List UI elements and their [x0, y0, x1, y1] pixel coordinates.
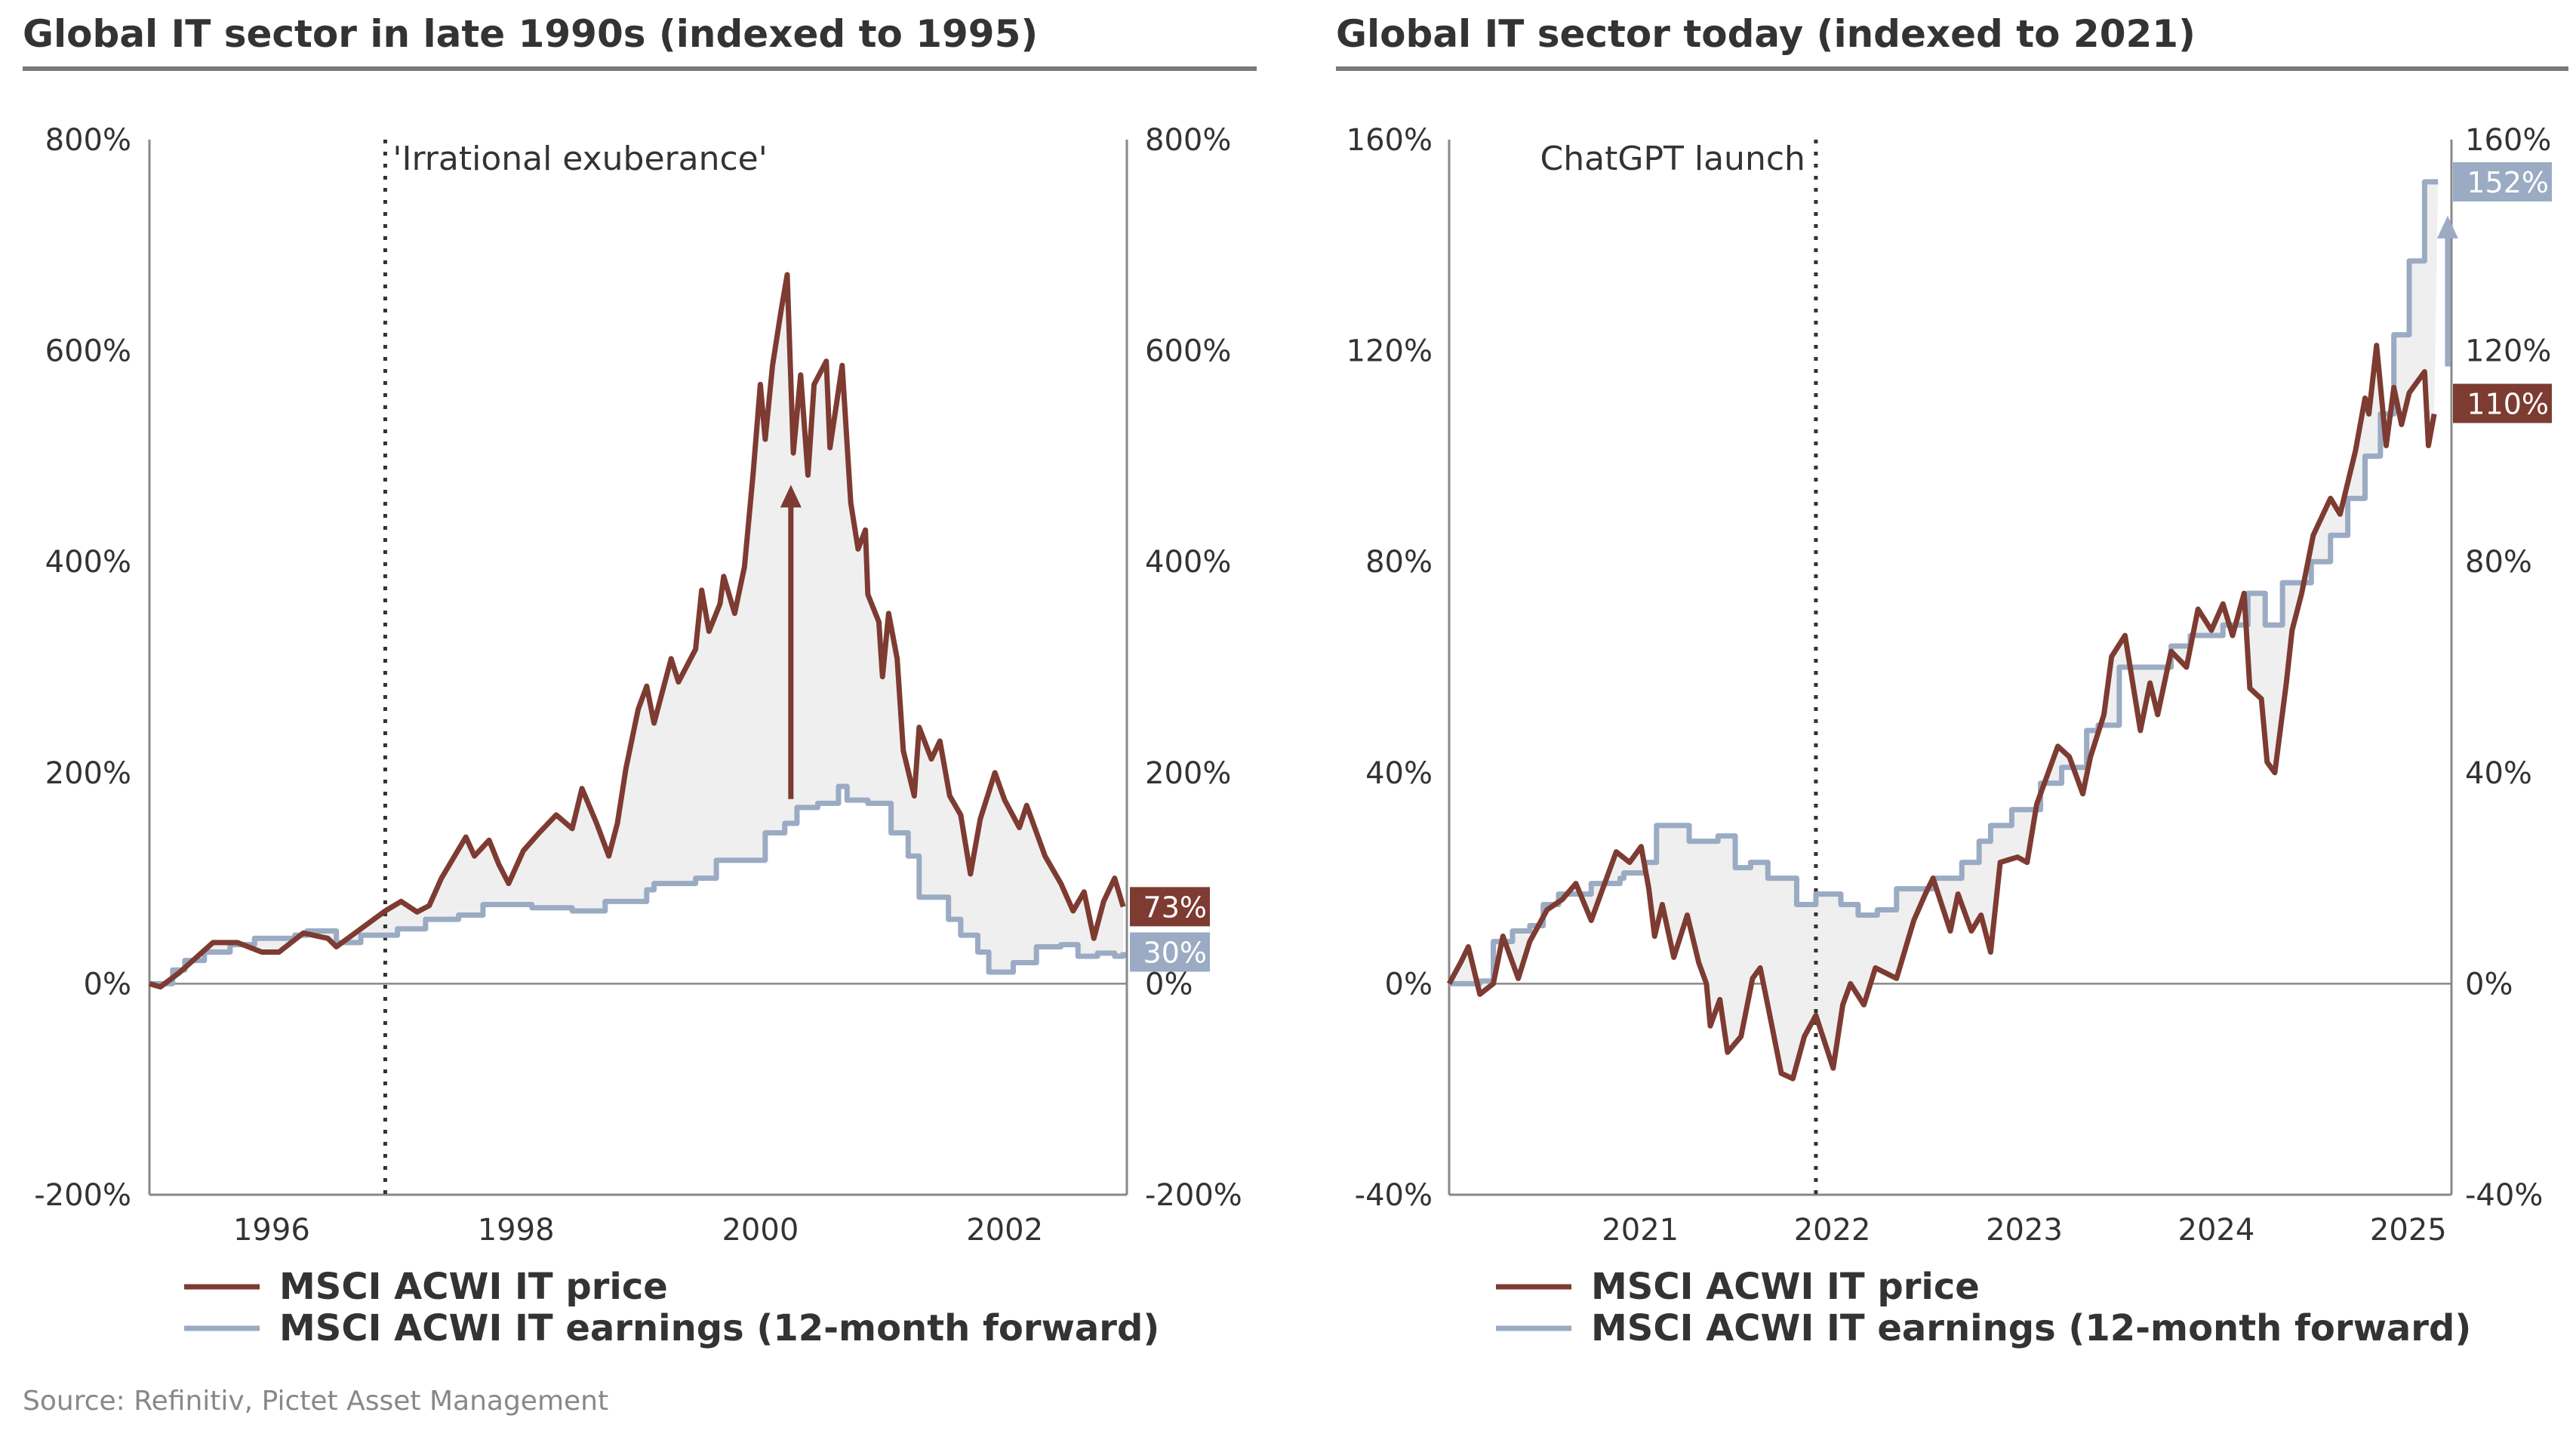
- end-value-label: 73%: [1143, 891, 1207, 924]
- end-value-badge: [1130, 932, 1210, 972]
- legend-label-earnings: MSCI ACWI IT earnings (12-month forward): [279, 1307, 1159, 1349]
- arrow-up-icon: [2436, 215, 2458, 238]
- y-tick-label-right: 160%: [2465, 123, 2551, 158]
- end-value-badge: [2453, 162, 2552, 202]
- x-tick-label: 1998: [478, 1213, 555, 1248]
- chart-title: Global IT sector in late 1990s (indexed …: [23, 12, 1038, 56]
- y-tick-label-right: -40%: [2465, 1178, 2543, 1213]
- y-tick-label-left: 600%: [45, 334, 131, 369]
- end-value-label: 152%: [2467, 166, 2549, 199]
- y-tick-label-right: 200%: [1145, 756, 1231, 791]
- annotation-label: 'Irrational exuberance': [392, 140, 767, 178]
- end-value-label: 30%: [1143, 936, 1207, 969]
- arrow-up-icon: [780, 485, 802, 508]
- x-tick-label: 2000: [722, 1213, 799, 1248]
- y-tick-label-left: 0%: [84, 967, 131, 1002]
- end-value-badge: [2453, 383, 2552, 423]
- legend-label-price: MSCI ACWI IT price: [279, 1266, 668, 1308]
- y-tick-label-right: 400%: [1145, 545, 1231, 580]
- y-tick-label-left: -200%: [34, 1178, 131, 1213]
- y-tick-label-right: 80%: [2465, 545, 2532, 580]
- title-rule: [23, 66, 1257, 71]
- y-tick-label-left: 0%: [1385, 967, 1433, 1002]
- x-tick-label: 2022: [1794, 1213, 1871, 1248]
- y-tick-label-right: 120%: [2465, 334, 2551, 369]
- y-tick-label-left: -40%: [1355, 1178, 1433, 1213]
- y-tick-label-left: 40%: [1365, 756, 1433, 791]
- y-tick-label-left: 200%: [45, 756, 131, 791]
- x-tick-label: 2025: [2370, 1213, 2447, 1248]
- y-tick-label-right: 0%: [2465, 967, 2513, 1002]
- y-tick-label-right: -200%: [1145, 1178, 1242, 1213]
- y-tick-label-left: 80%: [1365, 545, 1433, 580]
- y-tick-label-right: 600%: [1145, 334, 1231, 369]
- gap-shading: [1449, 181, 2439, 1079]
- x-tick-label: 2021: [1602, 1213, 1679, 1248]
- y-tick-label-left: 160%: [1346, 123, 1433, 158]
- x-tick-label: 2024: [2178, 1213, 2255, 1248]
- y-tick-label-right: 40%: [2465, 756, 2532, 791]
- x-tick-label: 2002: [966, 1213, 1043, 1248]
- x-tick-label: 2023: [1986, 1213, 2063, 1248]
- legend-label-earnings: MSCI ACWI IT earnings (12-month forward): [1591, 1307, 2471, 1349]
- gap-shading: [149, 274, 1124, 987]
- end-value-badge: [1130, 887, 1210, 927]
- chart-panel-2: Global IT sector today (indexed to 2021)…: [1336, 12, 2568, 1349]
- y-tick-label-right: 0%: [1145, 967, 1193, 1002]
- legend-label-price: MSCI ACWI IT price: [1591, 1266, 1980, 1308]
- y-tick-label-right: 800%: [1145, 123, 1231, 158]
- end-value-label: 110%: [2467, 388, 2549, 421]
- annotation-label: ChatGPT launch: [1540, 140, 1805, 178]
- chart-title: Global IT sector today (indexed to 2021): [1336, 12, 2196, 56]
- y-tick-label-left: 120%: [1346, 334, 1433, 369]
- price-series-line: [149, 272, 1126, 990]
- title-rule: [1336, 66, 2568, 71]
- y-tick-label-left: 800%: [45, 123, 131, 158]
- x-tick-label: 1996: [233, 1213, 310, 1248]
- y-tick-label-left: 400%: [45, 545, 131, 580]
- source-note: Source: Refinitiv, Pictet Asset Manageme…: [23, 1386, 608, 1417]
- chart-panel-1: Global IT sector in late 1990s (indexed …: [23, 12, 1257, 1349]
- price-series-line: [1446, 343, 2437, 1082]
- earnings-series-line: [1449, 179, 2439, 986]
